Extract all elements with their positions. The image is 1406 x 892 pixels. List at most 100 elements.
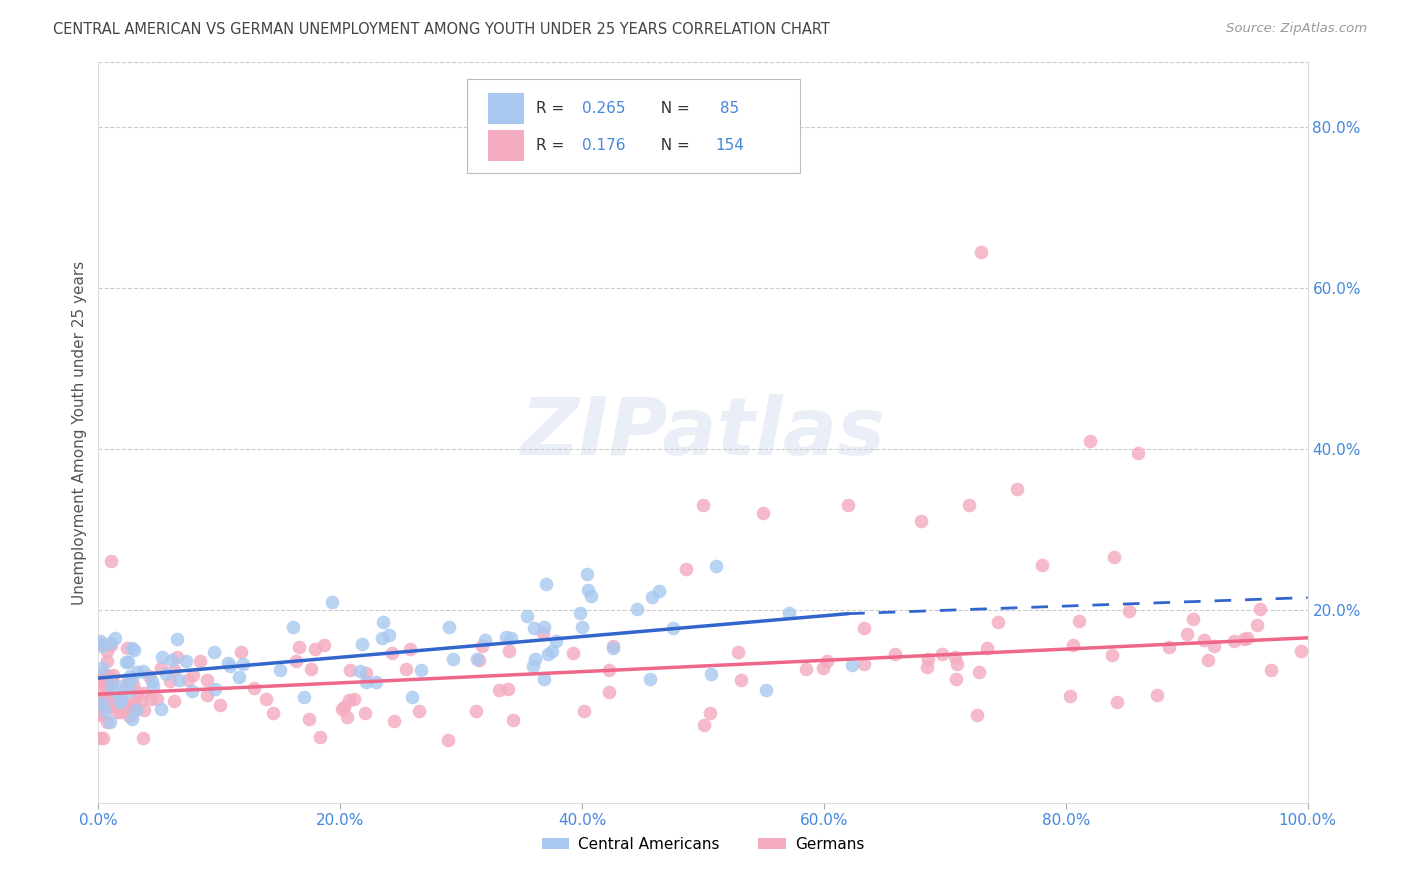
Point <box>502 714 524 728</box>
Point <box>146 691 169 706</box>
Point <box>524 651 547 665</box>
Point <box>229 645 252 659</box>
Point <box>381 646 404 660</box>
Point <box>471 639 494 653</box>
Point <box>166 632 188 646</box>
Point <box>915 660 938 674</box>
Point <box>90 670 112 684</box>
Point <box>382 714 405 729</box>
Text: Source: ZipAtlas.com: Source: ZipAtlas.com <box>1226 22 1367 36</box>
Point <box>568 606 591 620</box>
Point <box>648 584 671 599</box>
Point <box>125 702 148 716</box>
Point <box>98 673 121 687</box>
Point <box>727 645 749 659</box>
Point <box>96 675 118 690</box>
Point <box>967 665 990 679</box>
Point <box>97 694 120 708</box>
Point <box>298 712 321 726</box>
Point <box>395 661 418 675</box>
Point <box>755 682 778 697</box>
Text: N =: N = <box>651 138 695 153</box>
Point <box>1260 663 1282 677</box>
Point <box>516 608 538 623</box>
Point <box>966 708 988 723</box>
Point <box>89 689 111 703</box>
Point <box>125 665 148 679</box>
Point <box>94 699 117 714</box>
Point <box>150 649 173 664</box>
Point <box>399 641 422 656</box>
Text: 0.176: 0.176 <box>582 138 626 153</box>
Point <box>602 641 624 656</box>
Point <box>692 498 714 512</box>
Point <box>118 683 141 698</box>
Point <box>132 686 155 700</box>
Point <box>522 659 544 673</box>
Point <box>496 682 519 697</box>
Point <box>1078 434 1101 448</box>
Point <box>1204 639 1226 653</box>
Point <box>354 706 377 720</box>
Y-axis label: Unemployment Among Youth under 25 years: Unemployment Among Youth under 25 years <box>72 260 87 605</box>
Point <box>181 683 204 698</box>
Point <box>1146 688 1168 702</box>
Point <box>976 640 998 655</box>
Point <box>1246 618 1268 632</box>
Point <box>141 674 163 689</box>
Point <box>163 663 186 677</box>
Point <box>378 628 401 642</box>
Bar <box>488 130 524 161</box>
Point <box>309 731 332 745</box>
Point <box>217 656 239 670</box>
Point <box>121 641 143 656</box>
Bar <box>488 93 524 124</box>
Point <box>122 701 145 715</box>
Point <box>339 663 361 677</box>
Point <box>292 690 315 705</box>
Point <box>204 645 226 659</box>
Point <box>1118 604 1140 618</box>
Point <box>752 506 775 520</box>
Point <box>349 664 371 678</box>
Point <box>115 655 138 669</box>
Point <box>945 657 967 671</box>
Point <box>693 718 716 732</box>
Point <box>321 594 343 608</box>
Point <box>110 691 132 706</box>
Point <box>94 704 117 718</box>
Point <box>794 662 817 676</box>
Point <box>408 704 430 718</box>
Point <box>811 661 834 675</box>
Point <box>262 706 284 720</box>
Point <box>970 244 993 259</box>
Point <box>371 615 394 630</box>
Point <box>602 639 624 653</box>
Point <box>104 632 127 646</box>
Point <box>124 695 146 709</box>
Point <box>335 710 357 724</box>
Point <box>174 654 197 668</box>
Point <box>841 657 863 672</box>
Point <box>89 707 111 722</box>
Point <box>465 704 488 718</box>
Point <box>943 649 966 664</box>
Point <box>96 684 118 698</box>
Point <box>598 684 620 698</box>
Point <box>228 670 250 684</box>
Point <box>626 602 648 616</box>
Point <box>89 633 111 648</box>
Text: ZIPatlas: ZIPatlas <box>520 393 886 472</box>
Point <box>778 606 800 620</box>
Point <box>495 630 517 644</box>
Point <box>91 661 114 675</box>
Point <box>304 642 326 657</box>
Point <box>1157 640 1180 654</box>
Point <box>163 694 186 708</box>
Point <box>546 634 568 648</box>
Text: CENTRAL AMERICAN VS GERMAN UNEMPLOYMENT AMONG YOUTH UNDER 25 YEARS CORRELATION C: CENTRAL AMERICAN VS GERMAN UNEMPLOYMENT … <box>53 22 831 37</box>
Point <box>96 654 118 668</box>
Point <box>112 701 135 715</box>
Point <box>118 709 141 723</box>
Point <box>132 664 155 678</box>
